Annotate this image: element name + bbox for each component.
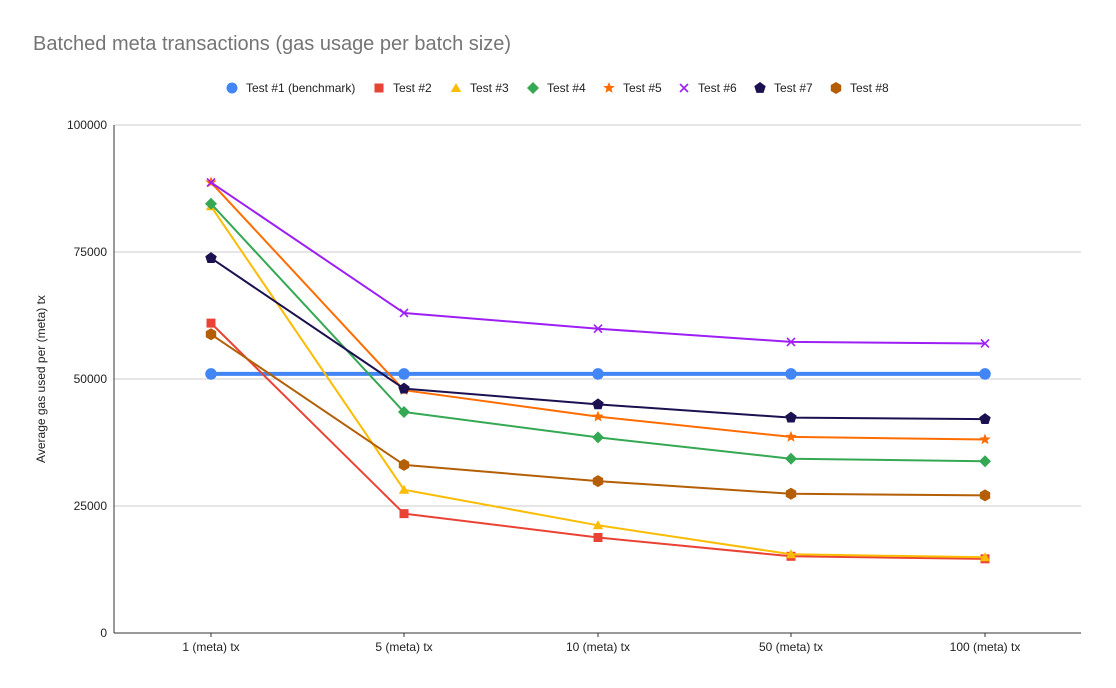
series-5-point	[785, 430, 797, 442]
series-1-point	[979, 368, 991, 380]
series-8-point	[979, 489, 991, 502]
legend-label: Test #2	[393, 81, 432, 95]
legend-label: Test #6	[698, 81, 737, 95]
x-tick-label: 5 (meta) tx	[375, 640, 432, 654]
y-tick-label: 50000	[74, 372, 108, 386]
series-6-point-stroke	[206, 177, 216, 187]
series-3-point	[398, 484, 410, 494]
series-6-point	[980, 338, 990, 349]
series-6-line	[210, 181, 986, 345]
legend-marker	[226, 82, 238, 94]
series-8-point	[398, 458, 410, 471]
series-6-point-stroke	[399, 308, 409, 318]
legend-label: Test #4	[547, 81, 586, 95]
legend-label: Test #7	[774, 81, 813, 95]
series-3	[205, 201, 991, 562]
series-2-point	[206, 318, 216, 328]
series-8-point	[785, 487, 797, 500]
legend-marker	[450, 83, 462, 92]
legend-marker	[679, 83, 689, 93]
legend-label: Test #3	[470, 81, 509, 95]
series-3-point	[979, 552, 991, 562]
y-axis-title: Average gas used per (meta) tx	[34, 295, 48, 463]
y-tick-label: 100000	[67, 118, 107, 132]
legend-item: Test #1 (benchmark)	[226, 81, 355, 95]
series-1-point	[785, 368, 797, 380]
y-tick-label: 75000	[74, 245, 108, 259]
series-4-line	[210, 203, 986, 463]
x-tick-label: 10 (meta) tx	[566, 640, 630, 654]
legend-item: Test #2	[374, 81, 432, 95]
series-6-point	[786, 337, 796, 347]
series-6-point-stroke	[786, 337, 796, 347]
series-4-point	[592, 431, 604, 444]
series-4	[205, 197, 991, 468]
y-tick-label: 0	[100, 626, 107, 640]
legend-item: Test #6	[679, 81, 737, 95]
y-tick-label: 25000	[74, 499, 108, 513]
series-8-point	[592, 475, 604, 488]
series-6	[206, 177, 990, 349]
series-4-point	[205, 197, 217, 210]
series-5-point	[592, 410, 604, 422]
legend-item: Test #5	[603, 81, 662, 95]
legend-label: Test #8	[850, 81, 889, 95]
series-7-point	[979, 413, 991, 424]
series-3-line	[210, 205, 986, 559]
x-tick-label: 50 (meta) tx	[759, 640, 823, 654]
legend-item: Test #8	[830, 81, 889, 95]
legend-marker	[830, 82, 842, 94]
series-1-point	[592, 368, 604, 380]
series-8	[205, 328, 991, 502]
legend-marker	[527, 82, 539, 94]
series-7-point	[785, 411, 797, 423]
series-4-point	[785, 452, 797, 465]
x-tick-label: 100 (meta) tx	[950, 640, 1021, 654]
series-5-point	[979, 433, 991, 445]
legend-item: Test #3	[450, 81, 509, 95]
series-3-point	[592, 520, 604, 530]
series-4-point	[398, 406, 410, 419]
legend: Test #1 (benchmark) Test #2 Test #3 Test #4…	[226, 81, 889, 95]
legend-item: Test #4	[527, 81, 586, 95]
legend-label: Test #5	[623, 81, 662, 95]
series-6-point-stroke	[980, 338, 990, 349]
series-1-point	[398, 368, 410, 380]
legend-item: Test #7	[754, 81, 813, 95]
legend-marker	[603, 82, 615, 93]
series-2-point	[593, 532, 603, 542]
chart-title: Batched meta transactions (gas usage per…	[33, 33, 512, 55]
series-4-point	[979, 455, 991, 468]
legend-marker	[374, 83, 384, 93]
series-7	[205, 252, 991, 424]
legend-marker-stroke	[679, 83, 689, 93]
series-6-point	[399, 308, 409, 318]
legend-label: Test #1 (benchmark)	[246, 81, 355, 95]
series-7-line	[210, 257, 986, 421]
series-6-point	[593, 324, 603, 334]
legend-marker	[754, 82, 766, 93]
gridlines	[114, 124, 1081, 507]
series-6-point-stroke	[593, 324, 603, 334]
series-6-point	[206, 177, 216, 187]
series-layer	[205, 176, 991, 564]
series-1	[205, 368, 991, 380]
series-7-point	[398, 382, 410, 394]
series-2-point	[399, 509, 409, 519]
series-7-point	[592, 398, 604, 410]
series-7-point	[205, 252, 217, 263]
series-1-point	[205, 368, 217, 380]
x-tick-label: 1 (meta) tx	[182, 640, 239, 654]
series-3-point	[785, 549, 797, 559]
series-8-point	[205, 328, 217, 341]
